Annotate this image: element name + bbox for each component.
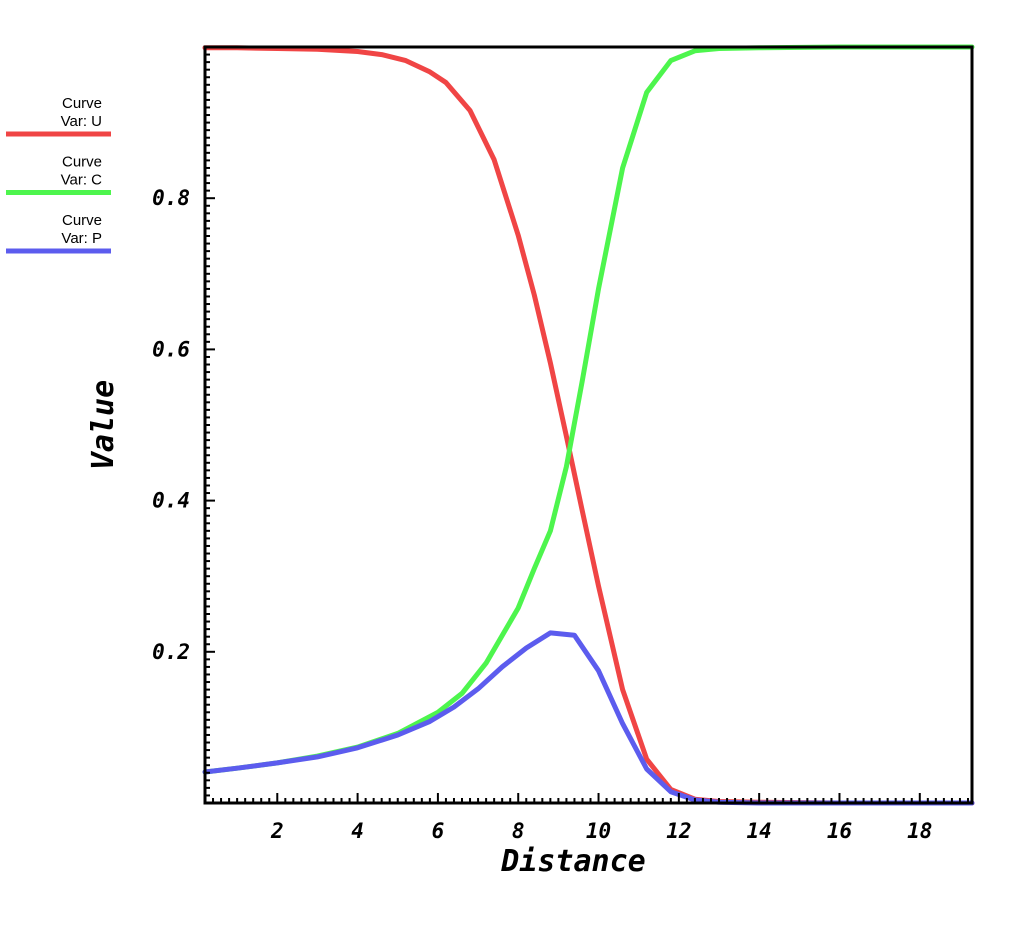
series-group	[202, 44, 975, 806]
x-tick-label: 16	[827, 819, 852, 843]
y-tick-label: 0.2	[152, 640, 190, 664]
y-tick-label: 0.4	[152, 489, 190, 513]
y-axis-title: Value	[86, 380, 121, 470]
x-tick-label: 10	[586, 819, 611, 843]
legend-label: Var: P	[61, 230, 102, 247]
legend-title: Curve	[62, 154, 102, 171]
x-tick-label: 8	[512, 819, 525, 843]
x-axis-ticks	[204, 793, 969, 803]
x-tick-label: 6	[432, 819, 445, 843]
x-tick-label: 2	[270, 819, 284, 843]
y-tick-label: 0.6	[152, 337, 190, 361]
series-line-2	[202, 630, 975, 806]
plot-frame	[203, 45, 974, 805]
x-tick-label: 14	[747, 819, 772, 843]
legend-title: Curve	[62, 212, 102, 229]
x-tick-label: 4	[351, 819, 364, 843]
legend-label: Var: C	[61, 172, 103, 189]
y-axis-tick-labels: 0.2 0.4 0.6 0.8	[152, 186, 190, 664]
x-tick-label: 18	[907, 819, 932, 843]
x-axis-title: Distance	[500, 844, 646, 879]
x-tick-label: 12	[666, 819, 691, 843]
series-line-0	[202, 45, 975, 806]
y-axis-ticks	[205, 53, 215, 797]
y-tick-label: 0.8	[152, 186, 190, 210]
series-line-1	[202, 44, 975, 775]
legend-label: Var: U	[61, 113, 102, 130]
x-axis-tick-labels: 2 4 6 8 10 12 14 16 18	[270, 819, 932, 843]
legend-title: Curve	[62, 95, 102, 112]
